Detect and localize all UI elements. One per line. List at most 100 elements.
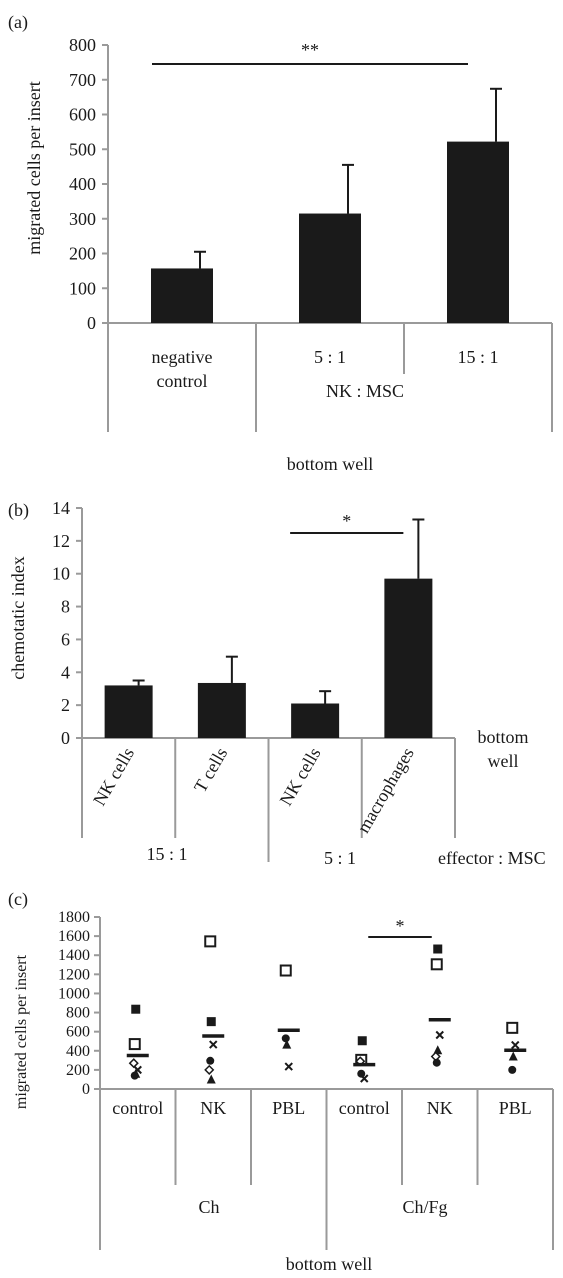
panel-b-group-label-1: 15 : 1 <box>146 844 187 864</box>
panel-b-x-tick-label: NK cells <box>276 744 325 809</box>
panel-b-y-tick-label: 8 <box>61 597 70 617</box>
panel-a-x-axis-label: bottom well <box>287 454 374 474</box>
panel-a-y-tick-label: 0 <box>87 313 96 333</box>
panel-c-y-tick-label: 0 <box>82 1081 90 1098</box>
panel-c-x-tick-label: PBL <box>272 1098 305 1118</box>
panel-c-point-filled-square <box>206 1017 216 1027</box>
panel-b-x-labels: NK cells T cells NK cells macrophages <box>89 744 418 836</box>
panel-c-y-tick-label: 600 <box>66 1024 90 1041</box>
panel-b-group-label-2: 5 : 1 <box>324 848 356 868</box>
panel-c-x-tick-label: control <box>339 1098 390 1118</box>
panel-c-y-tick-label: 200 <box>66 1062 90 1079</box>
panel-b-bar <box>197 682 246 738</box>
panel-c-point-open-diamond <box>204 1064 215 1075</box>
panel-c-point-cross <box>360 1074 369 1083</box>
panel-a-group-label: NK : MSC <box>326 381 404 401</box>
panel-a-label: (a) <box>8 12 28 33</box>
panel-c-point-filled-square <box>131 1004 141 1014</box>
panel-a-y-tick-label: 400 <box>69 174 96 194</box>
panel-b-y-tick-label: 6 <box>61 629 70 649</box>
panel-b-group-title: effector : MSC <box>438 848 546 868</box>
panel-b-x-tick-label: NK cells <box>89 744 138 809</box>
panel-a: (a) migrated cells per insert 0 100 200 300… <box>8 12 553 474</box>
panel-c-point-filled-triangle <box>206 1074 216 1084</box>
panel-c-point-cross <box>284 1062 293 1071</box>
panel-a-y-tick-label: 700 <box>69 70 96 90</box>
panel-c-x-tick-label: PBL <box>499 1098 532 1118</box>
panel-c-label: (c) <box>8 889 28 910</box>
panel-c-point-cross <box>435 1030 444 1040</box>
panel-c-y-axis-label: migrated cells per insert <box>13 954 30 1109</box>
panel-b-y-tick-label: 12 <box>52 531 70 551</box>
panel-b-x-tick-label: T cells <box>190 744 231 796</box>
panel-c-point-filled-triangle <box>282 1039 292 1049</box>
panel-a-plot-area: ** <box>107 40 553 432</box>
panel-b-significance-label: * <box>342 511 351 531</box>
panel-c-significance-label: * <box>396 916 405 936</box>
panel-c-point-filled-square <box>433 944 443 954</box>
panel-a-y-tick-label: 100 <box>69 278 96 298</box>
panel-c-point-open-square <box>279 964 292 977</box>
panel-a-x-tick-label: 5 : 1 <box>314 347 346 367</box>
panel-c-point-filled-circle <box>206 1056 215 1065</box>
panel-b: (b) chemotatic index 0 2 4 6 8 10 12 14 * NK ce… <box>8 498 546 868</box>
panel-c-point-filled-circle <box>281 1034 290 1043</box>
panel-b-plot-area: * <box>81 508 456 862</box>
panel-b-label: (b) <box>8 500 29 521</box>
panel-c-point-open-square <box>204 935 217 948</box>
panel-a-x-tick-label: control <box>157 371 208 391</box>
panel-b-y-ticks: 0 2 4 6 8 10 12 14 <box>52 498 82 748</box>
panel-a-x-tick-label: 15 : 1 <box>457 347 498 367</box>
panel-c-point-filled-circle <box>130 1071 139 1080</box>
panel-c-point-filled-triangle <box>508 1051 518 1061</box>
panel-b-y-tick-label: 2 <box>61 695 70 715</box>
panel-b-side-label-line1: bottom <box>477 727 528 747</box>
panel-c-x-axis-label: bottom well <box>286 1254 373 1274</box>
panel-b-bar <box>384 578 433 738</box>
panel-c-y-tick-label: 800 <box>66 1005 90 1022</box>
panel-a-y-tick-label: 200 <box>69 244 96 264</box>
panel-c-x-tick-label: control <box>112 1098 163 1118</box>
panel-a-y-tick-label: 300 <box>69 209 96 229</box>
panel-a-y-ticks: 0 100 200 300 400 500 600 700 800 <box>69 35 108 333</box>
panel-b-bar <box>291 703 340 738</box>
panel-a-y-tick-label: 500 <box>69 139 96 159</box>
panel-b-y-tick-label: 10 <box>52 564 70 584</box>
panel-c-point-filled-circle <box>432 1058 441 1067</box>
panel-c: (c) migrated cells per insert 0 200 400 600… <box>8 889 554 1274</box>
panel-a-x-tick-label: negative <box>152 347 213 367</box>
panel-c-y-tick-label: 1400 <box>58 947 90 964</box>
panel-c-x-tick-label: NK <box>200 1098 226 1118</box>
panel-c-point-open-square <box>128 1038 141 1051</box>
panel-c-group-label-2: Ch/Fg <box>402 1197 447 1217</box>
panel-c-point-filled-circle <box>508 1065 517 1074</box>
panel-c-x-labels: control NK PBL control NK PBL <box>112 1098 532 1118</box>
panel-c-plot-area: * <box>99 916 554 1250</box>
panel-b-y-tick-label: 0 <box>61 728 70 748</box>
panel-c-y-tick-label: 1200 <box>58 966 90 983</box>
panel-b-bar <box>104 685 153 738</box>
panel-c-point-cross <box>511 1040 520 1050</box>
panel-c-point-filled-circle <box>357 1069 366 1078</box>
panel-a-y-tick-label: 600 <box>69 105 96 125</box>
panel-b-side-label-line2: well <box>488 751 519 771</box>
panel-a-x-labels: negative control 5 : 1 15 : 1 <box>152 347 499 391</box>
panel-c-point-open-diamond <box>128 1058 139 1069</box>
panel-c-y-ticks: 0 200 400 600 800 1000 1200 1400 1600 1800 <box>58 909 100 1098</box>
panel-c-y-tick-label: 1000 <box>58 985 90 1002</box>
panel-c-point-filled-square <box>357 1036 367 1046</box>
panel-c-point-open-square <box>430 958 443 971</box>
panel-c-point-open-square <box>506 1021 519 1034</box>
panel-c-y-tick-label: 1600 <box>58 928 90 945</box>
panel-b-y-axis-label: chemotatic index <box>8 556 28 679</box>
panel-c-group-label-1: Ch <box>198 1197 219 1217</box>
panel-a-y-tick-label: 800 <box>69 35 96 55</box>
panel-a-bar <box>299 213 361 323</box>
panel-a-significance-label: ** <box>301 40 319 60</box>
panel-b-y-tick-label: 4 <box>61 662 70 682</box>
panel-a-bar <box>151 268 213 323</box>
panel-c-y-tick-label: 400 <box>66 1043 90 1060</box>
panel-b-y-tick-label: 14 <box>52 498 70 518</box>
panel-a-y-axis-label: migrated cells per insert <box>24 81 44 254</box>
